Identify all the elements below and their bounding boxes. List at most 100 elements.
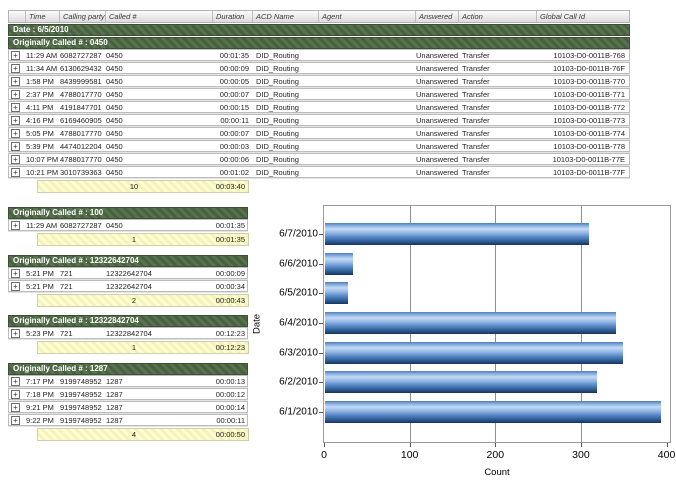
expand-row-button[interactable]: + [11, 50, 20, 60]
summary-call-count: 2 [131, 296, 137, 305]
expand-row-button[interactable]: + [11, 89, 20, 99]
column-header-agent[interactable]: Agent [319, 11, 416, 22]
expand-row-button[interactable]: + [11, 63, 20, 73]
expand-row-button[interactable]: + [11, 389, 20, 399]
time-cell: 10:21 PM [26, 167, 59, 177]
column-header-duration[interactable]: Duration [213, 11, 253, 22]
duration-cell: 00:00:11 [220, 115, 249, 125]
action-cell: Transfer [462, 89, 490, 99]
table-row: +5:21 PM 721 12322642704 00:00:34 [8, 280, 248, 292]
chart-y-tick-mark [319, 233, 323, 235]
expand-row-button[interactable]: + [11, 281, 20, 291]
chart-y-tick-label: 6/4/2010 [279, 317, 318, 329]
column-header-action[interactable]: Action [459, 11, 537, 22]
chart-y-tick-label: 6/7/2010 [279, 228, 318, 240]
group-summary-row: 10 00:03:40 [37, 180, 249, 193]
chart-x-tick-mark [666, 443, 668, 447]
duration-cell: 00:00:06 [219, 154, 249, 164]
duration-cell: 00:00:12 [215, 389, 245, 399]
time-cell: 5:39 PM [26, 141, 54, 151]
duration-cell: 00:00:14 [215, 402, 245, 412]
expand-row-button[interactable]: + [11, 220, 20, 230]
calling-party-cell: 9199748952 [60, 389, 102, 399]
action-cell: Transfer [462, 115, 490, 125]
chart-x-tick-label: 300 [572, 449, 590, 461]
duration-cell: 00:00:13 [215, 376, 245, 386]
expand-row-button[interactable]: + [11, 415, 20, 425]
called-number-cell: 1287 [106, 402, 123, 412]
expand-row-button[interactable]: + [11, 141, 20, 151]
calling-party-cell: 9199748952 [60, 376, 102, 386]
chart-x-tick-label: 200 [486, 449, 505, 461]
answered-cell: Unanswered [416, 63, 459, 73]
expand-column-header [9, 11, 26, 22]
date-group-header: Date : 6/5/2010 [8, 24, 630, 36]
calls-by-date-chart: Date Count 6/7/2010 6/6/2010 6/5/2010 6/4/2… [250, 195, 676, 485]
table-row: +11:34 AM 6130629432 0450 00:00:09 DID_Routi… [8, 62, 630, 74]
calling-party-cell: 6130629432 [60, 63, 102, 73]
answered-cell: Unanswered [416, 154, 459, 164]
chart-x-tick-mark [324, 443, 325, 447]
time-cell: 1:58 PM [26, 76, 54, 86]
time-cell: 4:16 PM [26, 115, 54, 125]
chart-y-tick-label: 6/3/2010 [279, 347, 318, 359]
expand-row-button[interactable]: + [11, 268, 20, 278]
calling-party-cell: 721 [60, 328, 73, 338]
calling-party-cell: 9199748952 [60, 415, 102, 425]
calling-party-cell: 8439999581 [60, 76, 102, 86]
column-header-calling-party-[interactable]: Calling party # [60, 11, 106, 22]
summary-total-duration: 00:12:23 [215, 343, 245, 352]
expand-row-button[interactable]: + [11, 102, 20, 112]
time-cell: 11:29 AM [26, 50, 58, 60]
expand-row-button[interactable]: + [11, 402, 20, 412]
answered-cell: Unanswered [416, 76, 459, 86]
chart-x-tick-mark [580, 443, 582, 447]
column-header-time[interactable]: Time [26, 11, 60, 22]
expand-row-button[interactable]: + [11, 167, 20, 177]
table-row: +2:37 PM 4788017770 0450 00:00:07 DID_Routin… [8, 88, 630, 100]
table-row: +9:22 PM 9199748952 1287 00:00:11 [8, 414, 248, 426]
acd-name-cell: DID_Routing [256, 128, 299, 138]
calling-party-cell: 6169460905 [60, 115, 102, 125]
expand-row-button[interactable]: + [11, 376, 20, 386]
summary-total-duration: 00:00:50 [215, 430, 245, 439]
expand-row-button[interactable]: + [11, 76, 20, 86]
chart-x-tick-label: 100 [400, 449, 419, 461]
column-header-answered[interactable]: Answered [416, 11, 459, 22]
acd-name-cell: DID_Routing [256, 154, 299, 164]
chart-y-tick-mark [319, 412, 323, 414]
group-summary-row: 1 00:12:23 [37, 341, 249, 354]
called-number-cell: 0450 [106, 102, 123, 112]
chart-x-axis-title: Count [484, 467, 510, 478]
acd-name-cell: DID_Routing [256, 115, 299, 125]
expand-row-button[interactable]: + [11, 154, 20, 164]
chart-y-tick-mark [319, 352, 323, 354]
table-row: +5:39 PM 4474012204 0450 00:00:03 DID_Routin… [8, 140, 630, 152]
global-call-id-cell: 10103-D0-0011B-773 [553, 115, 625, 125]
expand-row-button[interactable]: + [11, 115, 20, 125]
calling-party-cell: 4788017770 [60, 154, 102, 164]
global-call-id-cell: 10103-D0-0011B-778 [553, 141, 625, 151]
called-number-cell: 12322642704 [106, 281, 152, 291]
group-summary-row: 4 00:00:50 [37, 428, 249, 441]
originally-called-group-header: Originally Called # : 1287 [8, 363, 248, 375]
duration-cell: 00:00:03 [219, 141, 249, 151]
called-number-cell: 1287 [106, 415, 123, 425]
expand-row-button[interactable]: + [11, 128, 20, 138]
time-cell: 5:21 PM [26, 281, 54, 291]
column-header-acd-name[interactable]: ACD Name [253, 11, 319, 22]
called-number-cell: 0450 [106, 115, 123, 125]
called-number-cell: 0450 [106, 76, 123, 86]
acd-name-cell: DID_Routing [256, 76, 299, 86]
column-header-called-[interactable]: Called # [106, 11, 213, 22]
called-number-cell: 0450 [106, 167, 123, 177]
action-cell: Transfer [462, 154, 490, 164]
originally-called-group-header: Originally Called # : 12322842704 [8, 315, 248, 327]
table-row: +5:23 PM 721 12322842704 00:12:23 [8, 327, 248, 339]
duration-cell: 00:00:34 [215, 281, 245, 291]
chart-x-tick-label: 0 [321, 449, 327, 461]
time-cell: 2:37 PM [26, 89, 54, 99]
column-header-global-call-id[interactable]: Global Call Id [540, 12, 586, 21]
expand-row-button[interactable]: + [11, 328, 20, 338]
